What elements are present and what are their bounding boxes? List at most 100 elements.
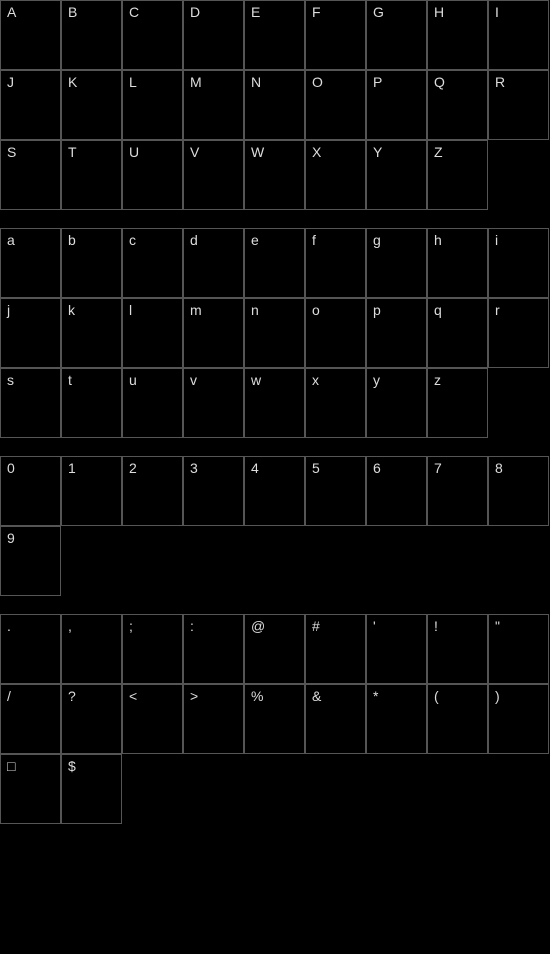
- glyph-cell: 2: [122, 456, 183, 526]
- glyph-label: y: [373, 373, 380, 387]
- glyph-label: d: [190, 233, 198, 247]
- glyph-label: i: [495, 233, 498, 247]
- glyph-label: 4: [251, 461, 259, 475]
- glyph-label: &: [312, 689, 321, 703]
- glyph-cell: ,: [61, 614, 122, 684]
- glyph-label: R: [495, 75, 505, 89]
- glyph-cell: ": [488, 614, 549, 684]
- glyph-cell: X: [305, 140, 366, 210]
- glyph-cell: .: [0, 614, 61, 684]
- glyph-label: u: [129, 373, 137, 387]
- glyph-label: Y: [373, 145, 382, 159]
- glyph-cell: h: [427, 228, 488, 298]
- glyph-cell: ?: [61, 684, 122, 754]
- glyph-cell: Z: [427, 140, 488, 210]
- glyph-cell: /: [0, 684, 61, 754]
- glyph-label: v: [190, 373, 197, 387]
- glyph-cell: #: [305, 614, 366, 684]
- glyph-label: n: [251, 303, 259, 317]
- glyph-cell: o: [305, 298, 366, 368]
- glyph-label: s: [7, 373, 14, 387]
- glyph-label: O: [312, 75, 323, 89]
- glyph-label: #: [312, 619, 320, 633]
- glyph-cell: R: [488, 70, 549, 140]
- glyph-label: q: [434, 303, 442, 317]
- glyph-label: V: [190, 145, 199, 159]
- glyph-cell: @: [244, 614, 305, 684]
- glyph-cell: ;: [122, 614, 183, 684]
- glyph-label: ": [495, 619, 500, 633]
- glyph-label: b: [68, 233, 76, 247]
- glyph-label: N: [251, 75, 261, 89]
- glyph-label: 3: [190, 461, 198, 475]
- glyph-cell: P: [366, 70, 427, 140]
- glyph-label: B: [68, 5, 77, 19]
- glyph-cell: z: [427, 368, 488, 438]
- glyph-label: %: [251, 689, 263, 703]
- glyph-label: @: [251, 619, 265, 633]
- glyph-cell: ': [366, 614, 427, 684]
- glyph-label: J: [7, 75, 14, 89]
- glyph-cell: E: [244, 0, 305, 70]
- glyph-cell: S: [0, 140, 61, 210]
- glyph-cell: a: [0, 228, 61, 298]
- glyph-label: A: [7, 5, 16, 19]
- glyph-cell: I: [488, 0, 549, 70]
- glyph-label: Z: [434, 145, 443, 159]
- glyph-cell: x: [305, 368, 366, 438]
- glyph-label: 5: [312, 461, 320, 475]
- glyph-cell: r: [488, 298, 549, 368]
- glyph-label: (: [434, 689, 439, 703]
- glyph-grid: .,;:@#'!"/?<>%&*()□$: [0, 614, 549, 824]
- glyph-label: C: [129, 5, 139, 19]
- glyph-label: x: [312, 373, 319, 387]
- glyph-label: *: [373, 689, 378, 703]
- glyph-cell: <: [122, 684, 183, 754]
- glyph-cell: G: [366, 0, 427, 70]
- glyph-label: w: [251, 373, 261, 387]
- glyph-cell: F: [305, 0, 366, 70]
- glyph-grid: 0123456789: [0, 456, 549, 596]
- glyph-cell: p: [366, 298, 427, 368]
- character-map: ABCDEFGHIJKLMNOPQRSTUVWXYZabcdefghijklmn…: [0, 0, 550, 824]
- glyph-cell: c: [122, 228, 183, 298]
- glyph-label: L: [129, 75, 137, 89]
- glyph-cell: %: [244, 684, 305, 754]
- glyph-label: ): [495, 689, 500, 703]
- glyph-label: 9: [7, 531, 15, 545]
- glyph-label: e: [251, 233, 259, 247]
- glyph-label: □: [7, 759, 15, 773]
- glyph-cell: U: [122, 140, 183, 210]
- glyph-cell: 1: [61, 456, 122, 526]
- glyph-label: k: [68, 303, 75, 317]
- glyph-label: U: [129, 145, 139, 159]
- glyph-cell: $: [61, 754, 122, 824]
- glyph-label: >: [190, 689, 198, 703]
- glyph-cell: K: [61, 70, 122, 140]
- glyph-label: ': [373, 619, 376, 633]
- glyph-label: p: [373, 303, 381, 317]
- glyph-cell: d: [183, 228, 244, 298]
- glyph-cell: T: [61, 140, 122, 210]
- glyph-label: j: [7, 303, 10, 317]
- glyph-cell: 8: [488, 456, 549, 526]
- glyph-label: P: [373, 75, 382, 89]
- glyph-cell: Q: [427, 70, 488, 140]
- glyph-label: g: [373, 233, 381, 247]
- glyph-label: 6: [373, 461, 381, 475]
- glyph-label: 0: [7, 461, 15, 475]
- glyph-label: S: [7, 145, 16, 159]
- glyph-cell: g: [366, 228, 427, 298]
- glyph-label: $: [68, 759, 76, 773]
- glyph-cell: t: [61, 368, 122, 438]
- glyph-label: W: [251, 145, 264, 159]
- glyph-label: 1: [68, 461, 76, 475]
- glyph-cell: l: [122, 298, 183, 368]
- glyph-label: I: [495, 5, 499, 19]
- glyph-cell: 3: [183, 456, 244, 526]
- glyph-label: .: [7, 619, 11, 633]
- glyph-label: G: [373, 5, 384, 19]
- glyph-label: ,: [68, 619, 72, 633]
- glyph-label: F: [312, 5, 321, 19]
- glyph-label: o: [312, 303, 320, 317]
